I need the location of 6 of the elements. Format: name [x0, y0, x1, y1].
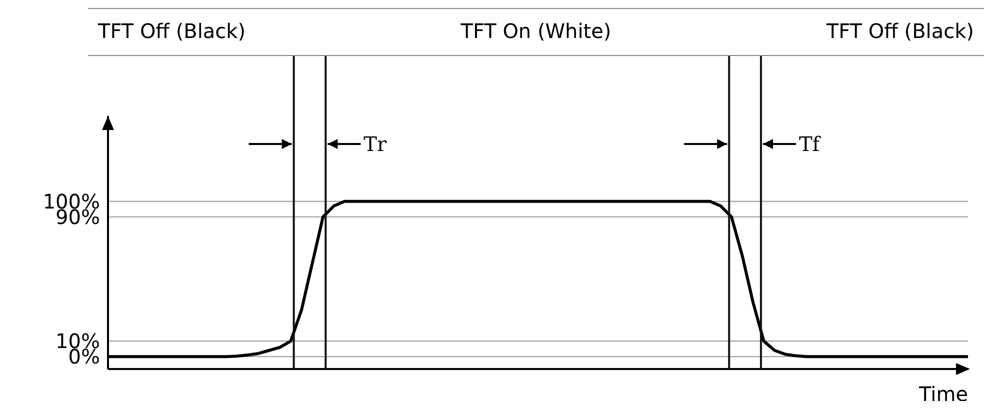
text: TFT Off (Black) — [826, 19, 974, 45]
x-axis-title: Time — [918, 382, 968, 406]
text: TFT On (White) — [460, 19, 612, 45]
annotation: Tr — [364, 132, 387, 156]
annotation: Tf — [798, 132, 822, 156]
text: TFT Off (Black) — [98, 19, 246, 45]
